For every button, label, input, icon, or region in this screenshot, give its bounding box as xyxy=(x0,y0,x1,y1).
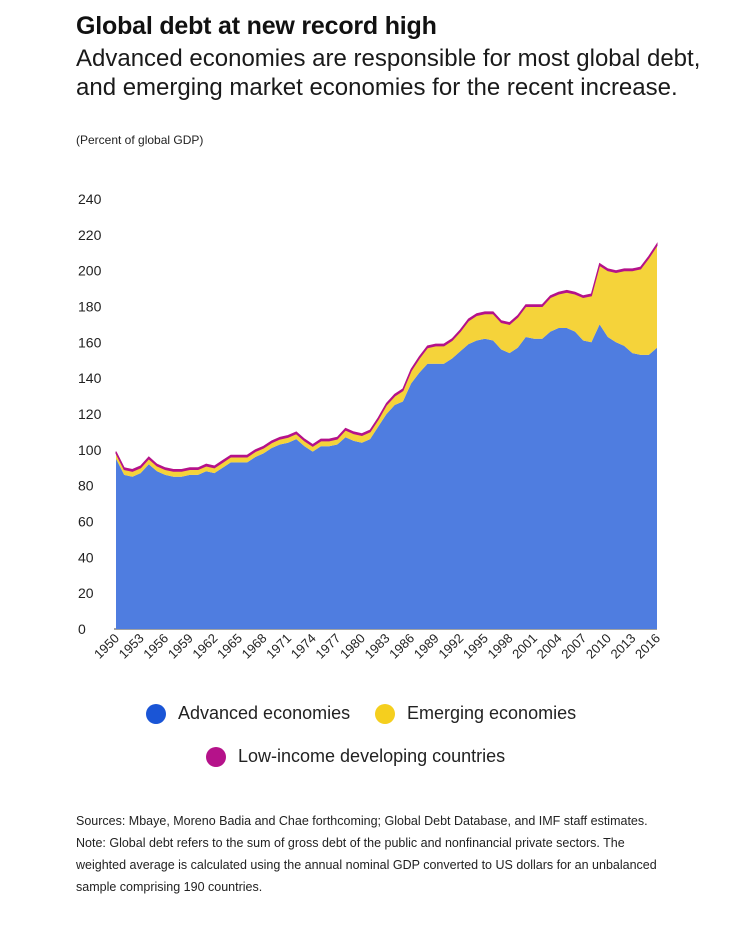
y-tick-label: 240 xyxy=(78,191,102,207)
y-tick-label: 180 xyxy=(78,299,102,315)
y-tick-label: 140 xyxy=(78,370,102,386)
low-income-area xyxy=(115,242,658,472)
legend-item-low-income: Low-income developing countries xyxy=(206,746,505,767)
x-tick-label: 1956 xyxy=(140,631,171,662)
legend-label-emerging: Emerging economies xyxy=(407,703,577,723)
advanced-economies-area xyxy=(116,324,657,629)
y-tick-label: 60 xyxy=(78,514,94,530)
y-tick-label: 160 xyxy=(78,334,102,350)
magenta-dot-icon xyxy=(206,746,226,767)
chart-title: Global debt at new record high xyxy=(76,12,437,40)
x-tick-label: 2016 xyxy=(632,631,663,662)
y-tick-label: 200 xyxy=(78,263,102,279)
x-tick-label: 1980 xyxy=(337,631,368,662)
units-label: (Percent of global GDP) xyxy=(76,133,204,147)
area-chart: 0204060801001201401601802002202401950195… xyxy=(78,191,663,662)
x-tick-label: 1989 xyxy=(411,631,442,662)
x-tick-label: 1962 xyxy=(189,631,220,662)
x-tick-label: 1953 xyxy=(116,631,147,662)
sources-text: Sources: Mbaye, Moreno Badia and Chae fo… xyxy=(76,814,648,828)
y-tick-label: 40 xyxy=(78,549,94,565)
blue-dot-icon xyxy=(146,703,166,724)
legend-item-emerging: Emerging economies xyxy=(375,703,576,724)
x-tick-label: 2007 xyxy=(558,631,589,662)
x-tick-label: 2013 xyxy=(607,631,638,662)
chart-subtitle: Advanced economies are responsible for m… xyxy=(76,45,701,101)
x-tick-label: 1986 xyxy=(386,631,417,662)
yellow-dot-icon xyxy=(375,703,395,724)
y-tick-label: 220 xyxy=(78,227,102,243)
x-tick-label: 1998 xyxy=(485,631,516,662)
x-tick-label: 1992 xyxy=(435,631,466,662)
notes-block: Sources: Mbaye, Moreno Badia and Chae fo… xyxy=(76,810,676,898)
x-tick-label: 1983 xyxy=(362,631,393,662)
legend-item-advanced: Advanced economies xyxy=(146,703,350,724)
x-tick-label: 1995 xyxy=(460,631,491,662)
x-tick-label: 2010 xyxy=(583,631,614,662)
note-text: Note: Global debt refers to the sum of g… xyxy=(76,836,657,894)
y-tick-label: 80 xyxy=(78,478,94,494)
x-tick-label: 1968 xyxy=(239,631,270,662)
y-tick-label: 20 xyxy=(78,585,94,601)
x-tick-label: 2001 xyxy=(509,631,540,662)
legend-label-low-income: Low-income developing countries xyxy=(238,746,506,766)
x-tick-label: 1959 xyxy=(165,631,196,662)
emerging-economies-area xyxy=(116,245,657,477)
x-tick-label: 1977 xyxy=(312,631,343,662)
y-tick-label: 0 xyxy=(78,621,86,637)
legend-label-advanced: Advanced economies xyxy=(178,703,351,723)
x-tick-label: 2004 xyxy=(534,631,565,662)
x-tick-label: 1965 xyxy=(214,631,245,662)
x-tick-label: 1971 xyxy=(263,631,294,662)
x-tick-label: 1974 xyxy=(288,631,319,662)
x-tick-label: 1950 xyxy=(91,631,122,662)
y-tick-label: 120 xyxy=(78,406,102,422)
y-tick-label: 100 xyxy=(78,442,102,458)
